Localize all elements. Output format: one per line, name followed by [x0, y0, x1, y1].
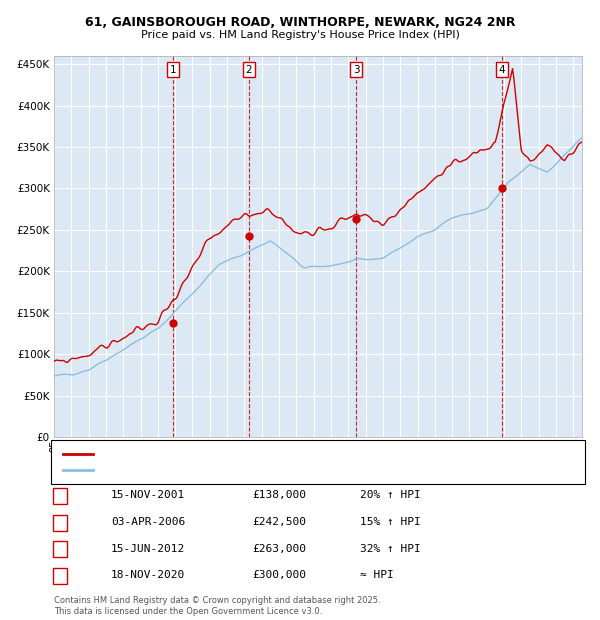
Text: 2: 2 — [56, 517, 63, 527]
Text: HPI: Average price, detached house, Newark and Sherwood: HPI: Average price, detached house, Newa… — [100, 466, 383, 474]
Text: £300,000: £300,000 — [252, 570, 306, 580]
Text: £138,000: £138,000 — [252, 490, 306, 500]
Text: 20% ↑ HPI: 20% ↑ HPI — [360, 490, 421, 500]
Text: 15% ↑ HPI: 15% ↑ HPI — [360, 517, 421, 527]
Text: Price paid vs. HM Land Registry's House Price Index (HPI): Price paid vs. HM Land Registry's House … — [140, 30, 460, 40]
Text: £242,500: £242,500 — [252, 517, 306, 527]
Text: 32% ↑ HPI: 32% ↑ HPI — [360, 544, 421, 554]
Text: ≈ HPI: ≈ HPI — [360, 570, 394, 580]
Text: 2: 2 — [245, 65, 252, 75]
Text: 15-JUN-2012: 15-JUN-2012 — [111, 544, 185, 554]
Text: 4: 4 — [499, 65, 505, 75]
Text: 1: 1 — [170, 65, 176, 75]
Text: 15-NOV-2001: 15-NOV-2001 — [111, 490, 185, 500]
Text: 61, GAINSBOROUGH ROAD, WINTHORPE, NEWARK, NG24 2NR (detached house): 61, GAINSBOROUGH ROAD, WINTHORPE, NEWARK… — [100, 450, 479, 458]
Text: 3: 3 — [56, 544, 63, 554]
Text: £263,000: £263,000 — [252, 544, 306, 554]
Text: 4: 4 — [56, 570, 63, 580]
Text: 18-NOV-2020: 18-NOV-2020 — [111, 570, 185, 580]
Text: Contains HM Land Registry data © Crown copyright and database right 2025.
This d: Contains HM Land Registry data © Crown c… — [54, 596, 380, 616]
Text: 1: 1 — [56, 490, 63, 500]
Text: 61, GAINSBOROUGH ROAD, WINTHORPE, NEWARK, NG24 2NR: 61, GAINSBOROUGH ROAD, WINTHORPE, NEWARK… — [85, 16, 515, 29]
Text: 3: 3 — [353, 65, 359, 75]
Text: 03-APR-2006: 03-APR-2006 — [111, 517, 185, 527]
